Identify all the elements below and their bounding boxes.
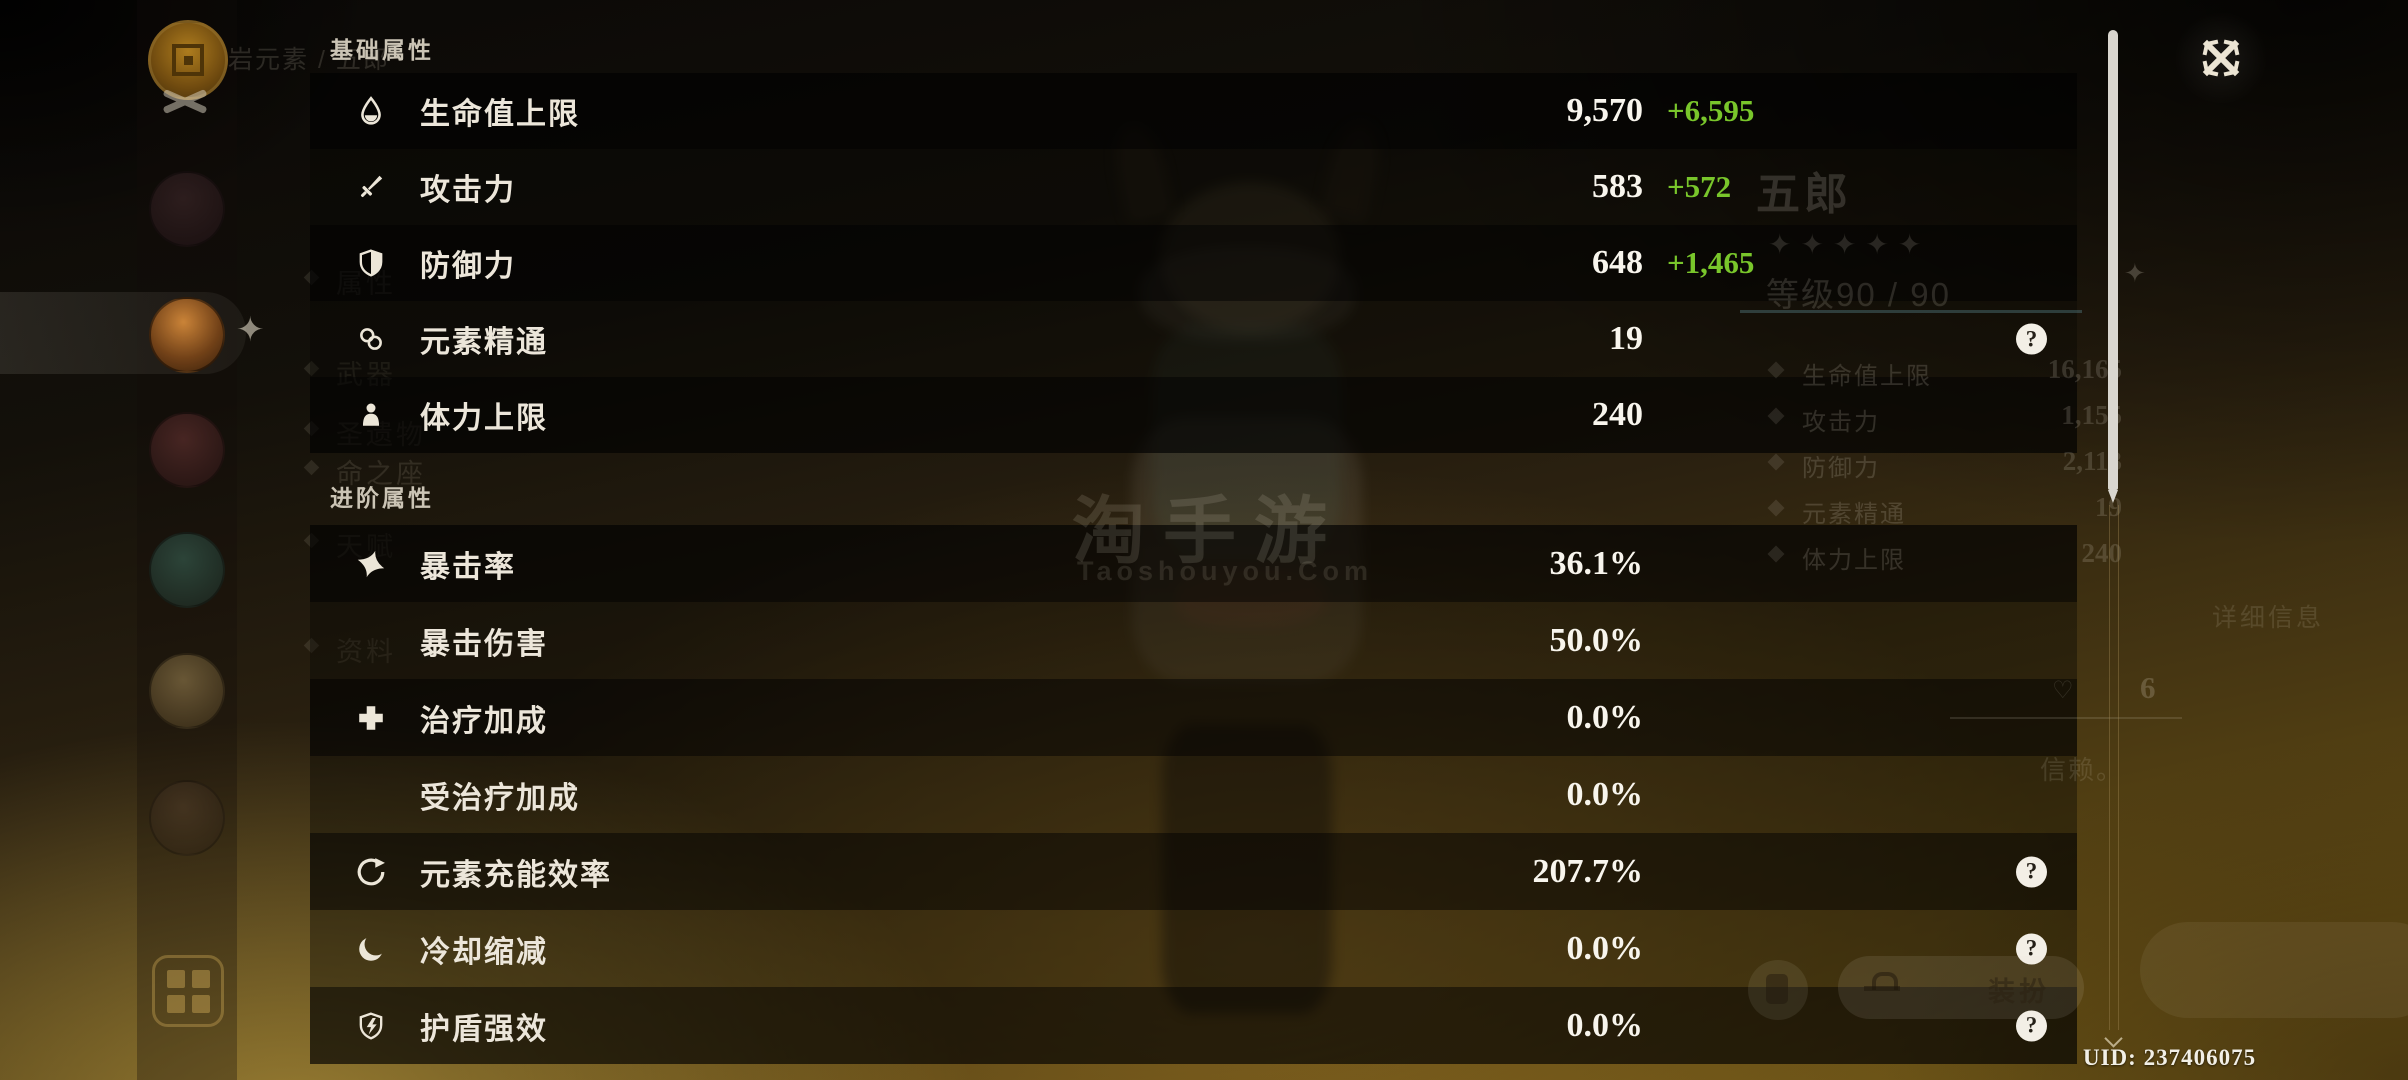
stat-row-shield-strength: 护盾强效 0.0% ? bbox=[310, 987, 2077, 1064]
rarity-stars: ✦✦✦✦✦ bbox=[1768, 229, 1931, 260]
dress-button[interactable]: 装扮 bbox=[1838, 956, 2084, 1019]
stat-row-energy-recharge: 元素充能效率 207.7% ? bbox=[310, 833, 2077, 910]
def-icon bbox=[356, 248, 386, 278]
basic-attributes-list: 生命值上限 9,570 +6,595 攻击力 583 +572 防御力 648 … bbox=[310, 73, 2077, 453]
bg-stat-row: 防御力 2,113 bbox=[1762, 444, 2122, 484]
shield-strength-icon bbox=[356, 1011, 386, 1041]
close-icon bbox=[2194, 31, 2248, 85]
stamina-icon bbox=[356, 400, 386, 430]
stat-bullet-icon bbox=[1767, 361, 1785, 379]
card-icon bbox=[1766, 974, 1788, 1004]
stat-row-healing-bonus: 治疗加成 0.0% bbox=[310, 679, 2077, 756]
info-bar bbox=[2140, 922, 2408, 1018]
menu-item-profile[interactable]: 资料 bbox=[336, 637, 396, 667]
party-grid-button[interactable] bbox=[152, 955, 224, 1027]
watermark-url: Taoshouyou.Com bbox=[1077, 556, 1373, 586]
close-button[interactable] bbox=[2174, 11, 2268, 105]
divider bbox=[1740, 310, 2082, 313]
attributes-panel: 基础属性 生命值上限 9,570 +6,595 攻击力 583 +572 防御力 bbox=[310, 0, 2077, 1080]
party-avatar-3[interactable] bbox=[149, 412, 225, 488]
hp-icon bbox=[356, 96, 386, 126]
stat-row-def: 防御力 648 +1,465 bbox=[310, 225, 2077, 301]
element-emblem-icon bbox=[148, 20, 228, 100]
cooldown-reduction-icon bbox=[356, 934, 386, 964]
party-avatar-4[interactable] bbox=[149, 532, 225, 608]
divider bbox=[1950, 717, 2182, 719]
elemental-mastery-icon bbox=[356, 324, 386, 354]
menu-item-constellation[interactable]: 命之座 bbox=[336, 459, 426, 489]
help-icon[interactable]: ? bbox=[2016, 1010, 2047, 1041]
stat-row-max-hp: 生命值上限 9,570 +6,595 bbox=[310, 73, 2077, 149]
scrollbar-thumb[interactable] bbox=[2108, 30, 2118, 503]
character-name: 五郎 bbox=[1756, 170, 1852, 219]
hanger-icon bbox=[1864, 970, 1900, 1000]
section-title-advanced: 进阶属性 bbox=[330, 485, 434, 511]
advanced-attributes-list: 暴击率 36.1% 暴击伤害 50.0% 治疗加成 0.0% 受治疗加成 0.0… bbox=[310, 525, 2077, 1064]
stat-bullet-icon bbox=[1767, 407, 1785, 425]
party-avatar-1[interactable] bbox=[149, 171, 225, 247]
sparkle-icon: ✦ bbox=[2124, 258, 2146, 288]
watermark: 淘手游 bbox=[1072, 491, 1345, 572]
stat-bullet-icon bbox=[1767, 453, 1785, 471]
stat-bullet-icon bbox=[1767, 499, 1785, 517]
detail-info-button[interactable]: 详细信息 bbox=[2212, 604, 2325, 632]
healing-bonus-icon bbox=[356, 703, 386, 733]
scrollbar-track[interactable] bbox=[2109, 505, 2119, 1030]
stat-row-crit-dmg: 暴击伤害 50.0% bbox=[310, 602, 2077, 679]
stat-row-atk: 攻击力 583 +572 bbox=[310, 149, 2077, 225]
crossed-ribbons-icon bbox=[158, 84, 212, 118]
section-title-basic: 基础属性 bbox=[330, 37, 434, 63]
uid-label: UID: 237406075 bbox=[2083, 1045, 2257, 1070]
friendship-level: 6 bbox=[2140, 670, 2156, 705]
help-icon[interactable]: ? bbox=[2016, 856, 2047, 887]
stat-row-incoming-healing-bonus: 受治疗加成 0.0% bbox=[310, 756, 2077, 833]
party-avatar-selected[interactable] bbox=[149, 297, 225, 373]
help-icon[interactable]: ? bbox=[2016, 323, 2047, 355]
help-icon[interactable]: ? bbox=[2016, 933, 2047, 964]
bg-stat-row: 元素精通 19 bbox=[1762, 490, 2122, 530]
sparkle-icon: ✦ bbox=[236, 311, 265, 349]
bg-stat-row: 攻击力 1,155 bbox=[1762, 398, 2122, 438]
atk-icon bbox=[356, 172, 386, 202]
breadcrumb: 岩元素 / 五郎 bbox=[228, 46, 390, 74]
stat-row-elemental-mastery: 元素精通 19 ? bbox=[310, 301, 2077, 377]
bg-stat-row: 生命值上限 16,165 bbox=[1762, 352, 2122, 392]
stat-row-cd-reduction: 冷却缩减 0.0% ? bbox=[310, 910, 2077, 987]
character-level: 等级90 / 90 bbox=[1766, 276, 1951, 313]
crit-rate-icon bbox=[356, 549, 386, 579]
profile-note-fragment: 信赖。 bbox=[2040, 755, 2125, 785]
friendship-heart-icon: ♡ bbox=[2052, 677, 2074, 704]
stat-row-max-stamina: 体力上限 240 bbox=[310, 377, 2077, 453]
energy-recharge-icon bbox=[356, 857, 386, 887]
no-icon bbox=[356, 626, 386, 656]
no-icon bbox=[356, 780, 386, 810]
stat-bullet-icon bbox=[1767, 545, 1785, 563]
party-avatar-6[interactable] bbox=[149, 780, 225, 856]
stat-row-crit-rate: 暴击率 36.1% bbox=[310, 525, 2077, 602]
party-avatar-5[interactable] bbox=[149, 653, 225, 729]
bg-stat-row: 体力上限 240 bbox=[1762, 536, 2122, 576]
namecard-button[interactable] bbox=[1748, 960, 1808, 1020]
